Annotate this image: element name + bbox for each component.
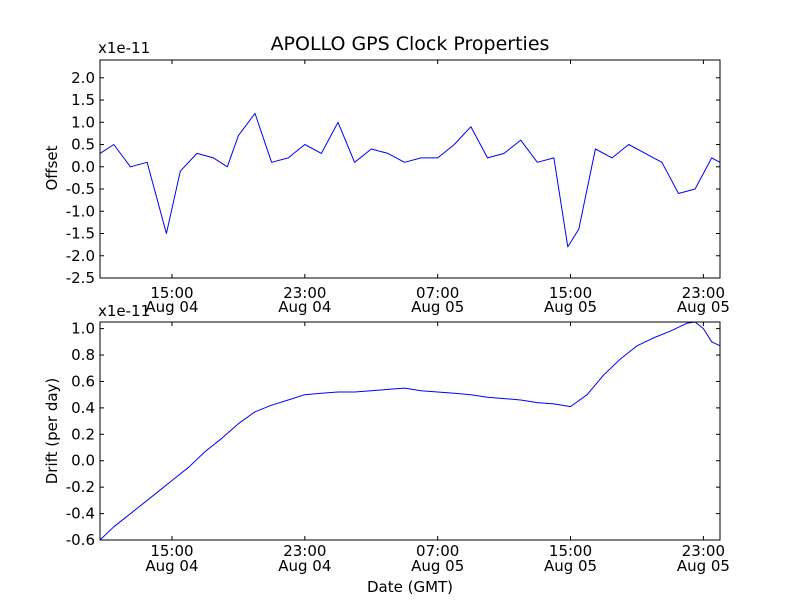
y-tick-label: 0.8 [71,346,95,364]
y-tick-label: 2.0 [71,69,95,87]
x-tick-time-label: 15:00 [150,284,193,302]
offset-y-axis-label: Offset [43,145,61,190]
y-tick-label: -2.5 [66,269,95,287]
y-tick-label: 0.4 [71,399,95,417]
y-tick-label: 0.2 [71,425,95,443]
x-tick-date-label: Aug 05 [544,557,597,575]
y-tick-label: -0.2 [66,478,95,496]
y-tick-label: -0.4 [66,505,95,523]
x-tick-time-label: 15:00 [549,542,592,560]
x-tick-time-label: 23:00 [682,284,725,302]
x-tick-time-label: 07:00 [416,542,459,560]
drift-series-line-0 [99,321,721,541]
drift-plot-frame [99,321,721,541]
chart-title: APOLLO GPS Clock Properties [271,33,550,55]
x-tick-date-label: Aug 04 [278,298,331,316]
y-tick-label: 1.0 [71,320,95,338]
drift-y-axis-label: Drift (per day) [43,378,61,485]
y-tick-label: -1.0 [66,202,95,220]
drift-y-scale-note: x1e-11 [98,302,150,320]
y-tick-label: 1.5 [71,91,95,109]
x-tick-date-label: Aug 04 [145,298,198,316]
x-tick-time-label: 23:00 [682,542,725,560]
y-tick-label: 1.0 [71,113,95,131]
y-tick-label: -2.0 [66,247,95,265]
y-tick-label: 0.5 [71,136,95,154]
y-tick-label: -0.6 [66,531,95,549]
drift-panel: x1e-11 Drift (per day) -0.6 -0.4 -0.2 0.0 0.… [43,302,730,575]
x-tick-time-label: 15:00 [549,284,592,302]
offset-series-line-0 [99,112,721,248]
x-tick-date-label: Aug 05 [411,557,464,575]
y-tick-label: 0.0 [71,158,95,176]
offset-y-scale-note: x1e-11 [98,39,150,57]
x-tick-time-label: 23:00 [283,284,326,302]
x-tick-time-label: 23:00 [283,542,326,560]
offset-plot-frame [99,59,721,279]
x-tick-date-label: Aug 04 [278,557,331,575]
x-tick-time-label: 15:00 [150,542,193,560]
offset-panel: x1e-11 Offset -2.5 -2.0 -1.5 -1.0 -0.5 0.0 0.5… [43,39,730,316]
x-tick-date-label: Aug 04 [145,557,198,575]
x-tick-date-label: Aug 05 [544,298,597,316]
x-tick-date-label: Aug 05 [677,298,730,316]
x-axis-label: Date (GMT) [367,578,453,596]
x-tick-time-label: 07:00 [416,284,459,302]
y-tick-label: 0.6 [71,372,95,390]
x-tick-date-label: Aug 05 [677,557,730,575]
y-tick-label: 0.0 [71,452,95,470]
y-tick-label: -0.5 [66,180,95,198]
y-tick-label: -1.5 [66,225,95,243]
x-tick-date-label: Aug 05 [411,298,464,316]
